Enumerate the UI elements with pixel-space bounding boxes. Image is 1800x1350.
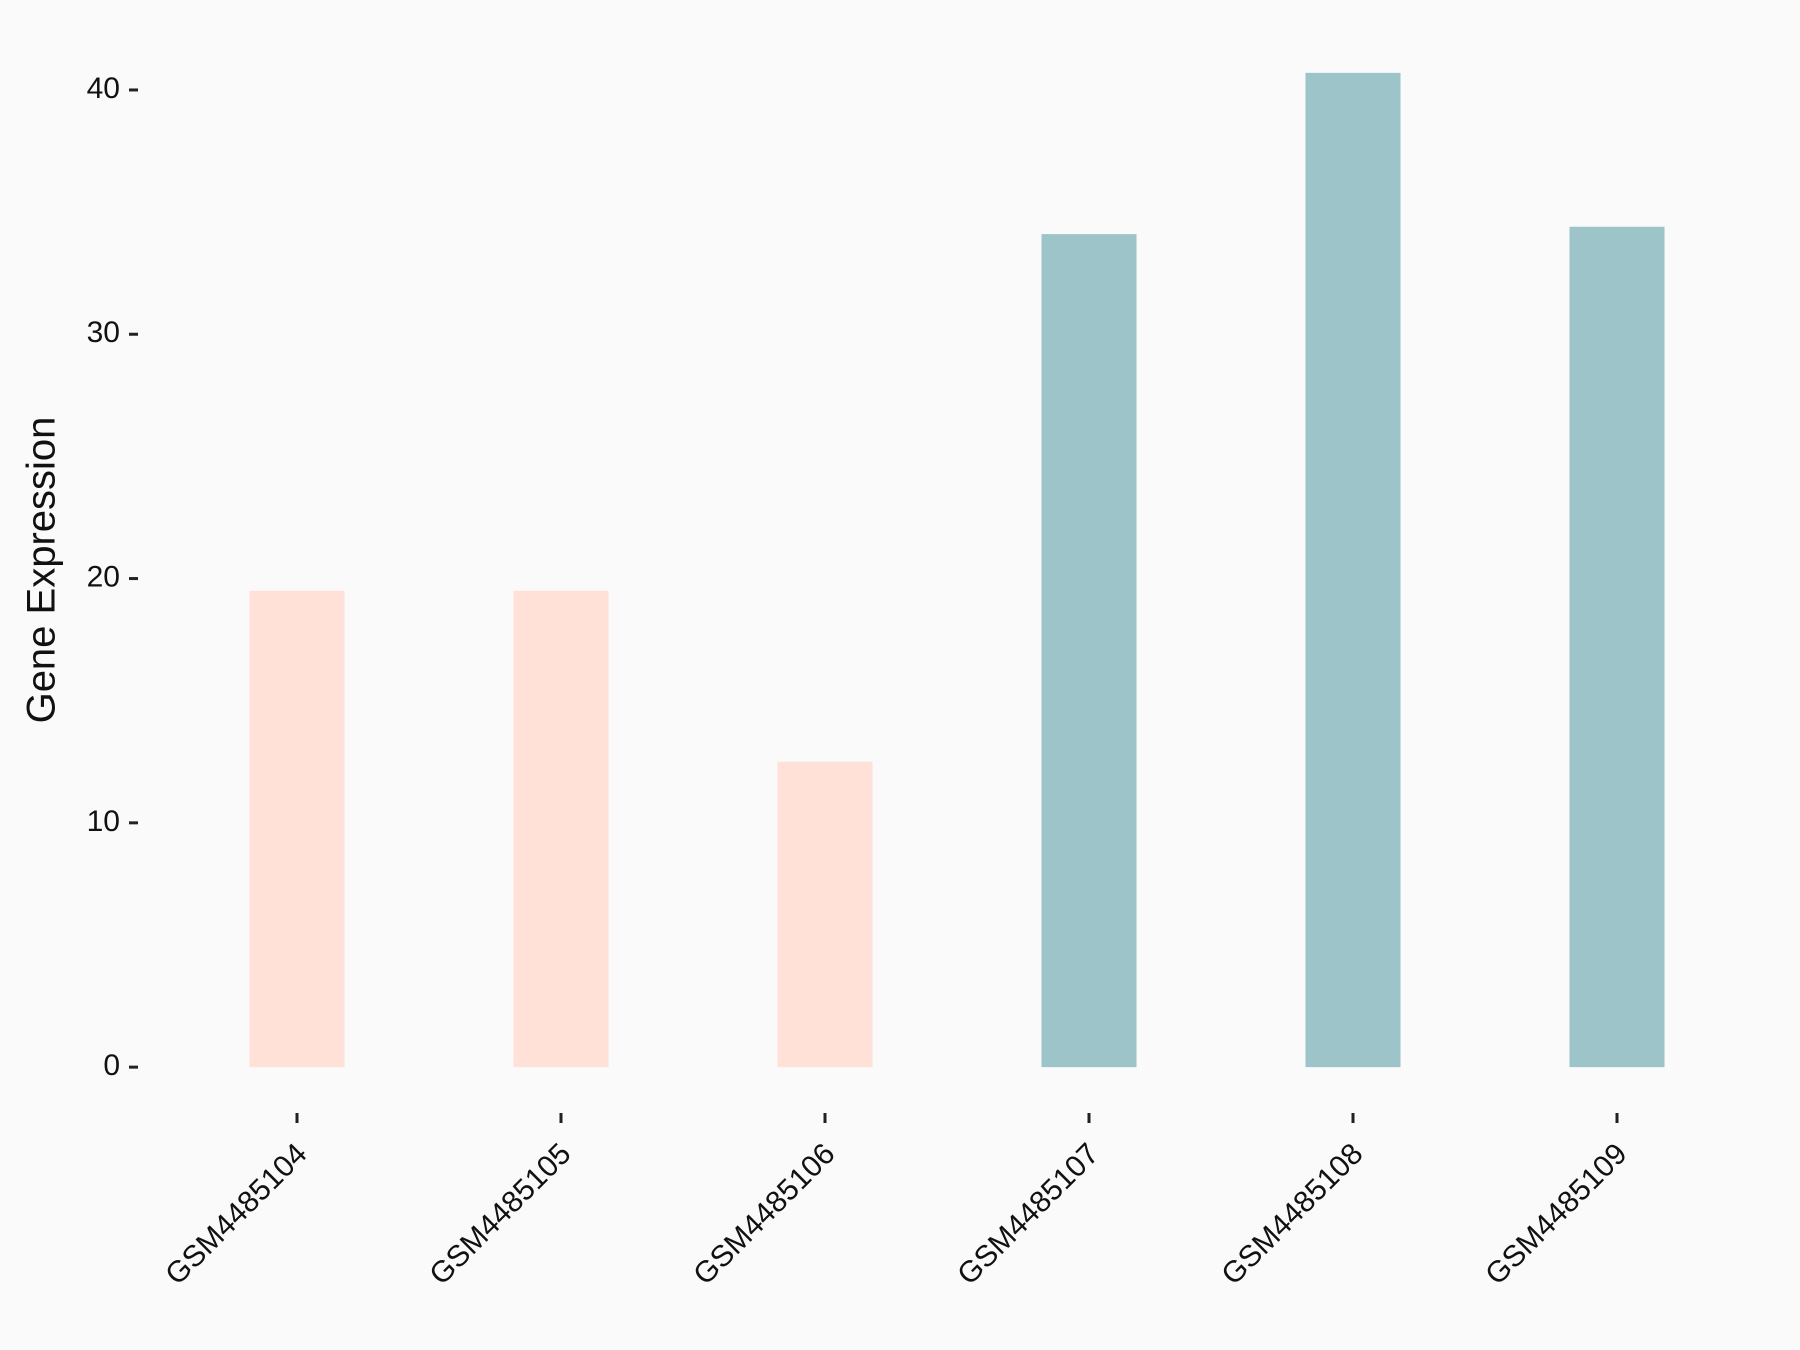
- y-tick-label: 40: [87, 72, 120, 105]
- bar: [1041, 234, 1137, 1068]
- bar: [249, 590, 345, 1068]
- bar: [513, 590, 609, 1068]
- bar: [1305, 72, 1401, 1068]
- y-tick-label: 30: [87, 316, 120, 349]
- bar: [1569, 226, 1665, 1068]
- y-axis-title: Gene Expression: [20, 417, 64, 724]
- y-tick-label: 20: [87, 560, 120, 593]
- y-tick-label: 0: [103, 1049, 120, 1082]
- y-tick-label: 10: [87, 805, 120, 838]
- bar: [777, 761, 873, 1068]
